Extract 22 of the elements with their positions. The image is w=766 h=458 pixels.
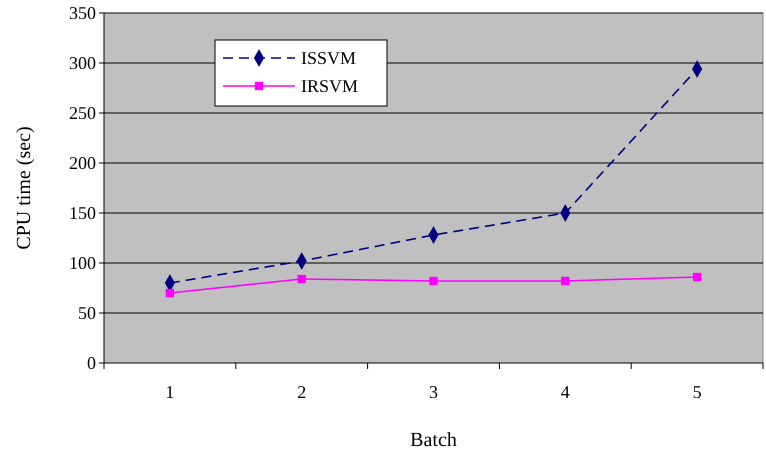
y-tick-label: 350 [69, 2, 96, 23]
y-tick-label: 250 [69, 102, 96, 123]
y-axis-title: CPU time (sec) [13, 126, 35, 250]
y-tick-label: 0 [87, 352, 96, 373]
point [298, 274, 306, 284]
y-tick-label: 300 [69, 52, 96, 73]
point [561, 276, 570, 286]
x-tick-label: 5 [692, 382, 702, 402]
x-tick-label: 4 [560, 382, 570, 402]
x-tick-label: 3 [429, 382, 438, 402]
x-axis-title: Batch [410, 429, 457, 451]
y-tick-label: 100 [69, 252, 96, 273]
point [692, 272, 702, 282]
x-tick-label: 2 [297, 382, 306, 402]
y-tick-label: 50 [78, 302, 96, 323]
legend-label: ISSVM [301, 48, 356, 68]
y-tick-label: 200 [69, 152, 96, 173]
point [429, 276, 438, 286]
legend-label: IRSVM [301, 76, 358, 96]
x-tick-label: 1 [165, 382, 174, 402]
point [166, 288, 174, 298]
y-tick-label: 150 [69, 202, 96, 223]
